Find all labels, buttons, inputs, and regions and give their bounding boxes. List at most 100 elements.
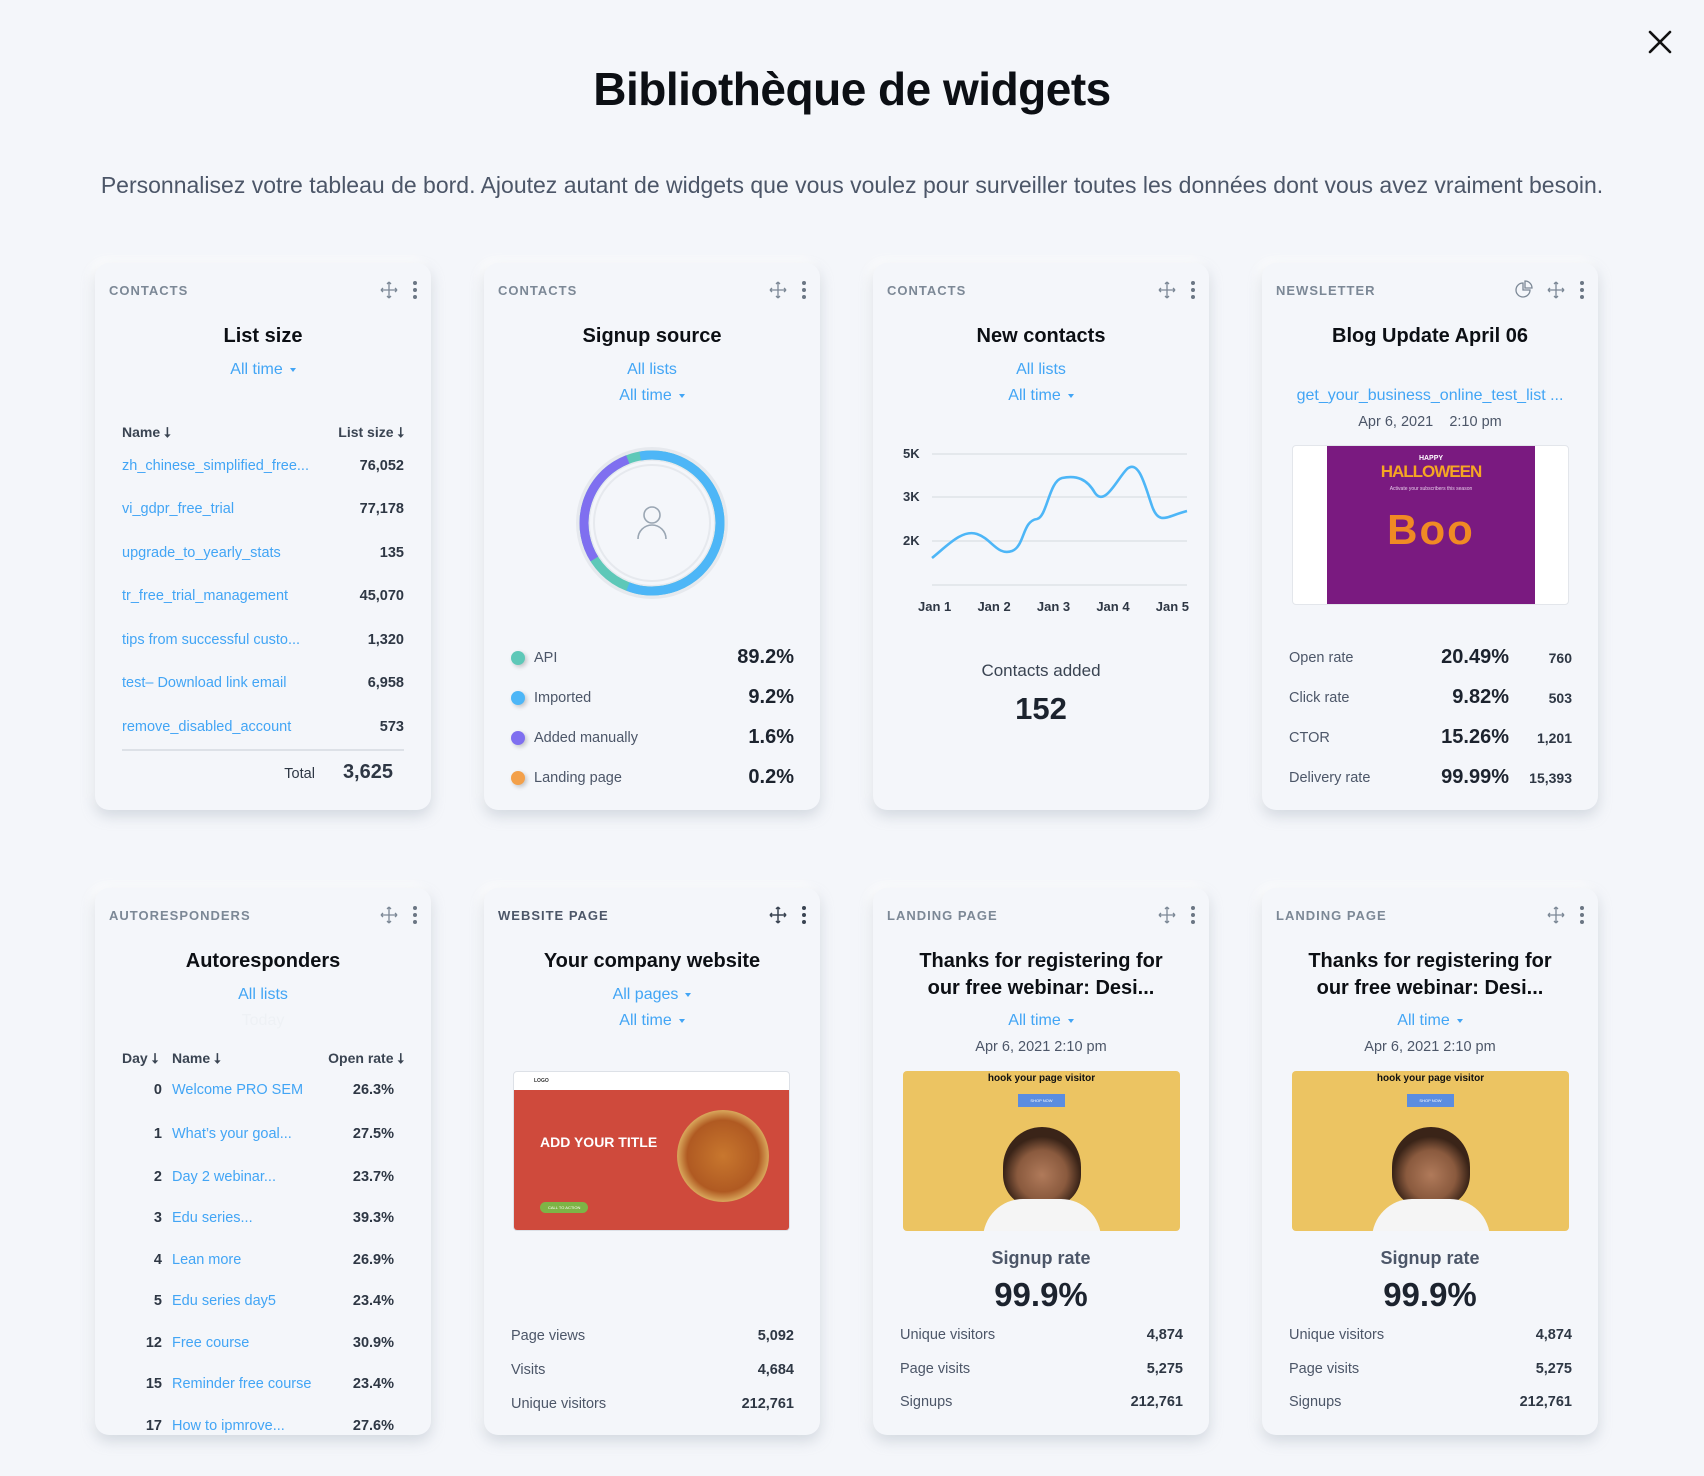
table-row[interactable]: zh_chinese_simplified_free... 76,052 [122, 458, 404, 474]
move-icon[interactable] [768, 904, 788, 926]
table-row[interactable]: tr_free_trial_management 45,070 [122, 588, 404, 604]
send-date: Apr 6, 2021 [1358, 414, 1434, 430]
table-row[interactable]: remove_disabled_account 573 [122, 719, 404, 735]
time-filter-dropdown[interactable]: All time [1397, 1012, 1463, 1029]
stat-page-views: Page views 5,092 [511, 1328, 794, 1344]
signup-rate-value: 99.9% [994, 1276, 1088, 1313]
widget-title: List size [223, 325, 303, 347]
stat-visits: Visits 4,684 [511, 1362, 794, 1378]
user-icon [637, 506, 667, 540]
widget-category: LANDING PAGE [1276, 908, 1387, 923]
legend-item-landing-page: Landing page 0.2% [511, 766, 794, 789]
table-row[interactable]: 2 Day 2 webinar... 23.7% [153, 1169, 394, 1185]
column-header-open-rate[interactable]: Open rate ⭣ [328, 1050, 404, 1066]
stat-open-rate: Open rate 20.49% 760 [1289, 646, 1572, 668]
widget-website[interactable]: WEBSITE PAGE Your company website All pa… [484, 888, 820, 1435]
signup-rate-label: Signup rate [991, 1248, 1091, 1268]
more-options-icon[interactable] [800, 279, 808, 301]
stat-unique-visitors: Unique visitors 4,874 [1289, 1327, 1572, 1343]
widget-grid: CONTACTS List size All time Name ⭣ List … [95, 263, 1598, 1435]
table-row[interactable]: upgrade_to_yearly_stats 135 [122, 545, 404, 561]
signup-source-donut-chart [576, 447, 728, 599]
column-header-day[interactable]: Day ⭣ [122, 1050, 159, 1066]
widget-title: Thanks for registering for our free webin… [1308, 950, 1552, 999]
chevron-down-icon [1067, 1018, 1074, 1023]
send-time: 2:10 pm [1449, 414, 1502, 430]
list-filter-link[interactable]: All lists [1016, 361, 1066, 378]
table-row[interactable]: test– Download link email 6,958 [122, 675, 404, 691]
widget-title: Thanks for registering for our free webin… [919, 950, 1163, 999]
stat-delivery-rate: Delivery rate 99.99% 15,393 [1289, 766, 1572, 788]
time-filter-dropdown[interactable]: All time [1008, 1012, 1074, 1029]
move-icon[interactable] [1546, 279, 1566, 301]
widget-category: AUTORESPONDERS [109, 908, 251, 923]
move-icon[interactable] [768, 279, 788, 301]
landing-page-preview[interactable]: hook your page visitor SHOP NOW [1292, 1071, 1569, 1231]
move-icon[interactable] [1157, 279, 1177, 301]
newsletter-preview[interactable]: HAPPY HALLOWEEN Activate your subscriber… [1292, 445, 1569, 605]
widget-category: LANDING PAGE [887, 908, 998, 923]
close-icon[interactable] [1646, 28, 1674, 56]
more-options-icon[interactable] [411, 279, 419, 301]
time-filter-dropdown[interactable]: All time [1008, 387, 1074, 404]
list-filter-link[interactable]: All lists [627, 361, 677, 378]
website-preview[interactable]: LOGO ADD YOUR TITLE CALL TO ACTION [513, 1071, 790, 1231]
pie-chart-icon[interactable] [1514, 279, 1534, 301]
more-options-icon[interactable] [800, 904, 808, 926]
widget-category: WEBSITE PAGE [498, 908, 609, 923]
chevron-down-icon [1067, 393, 1074, 398]
table-row[interactable]: 1 What’s your goal... 27.5% [153, 1126, 394, 1142]
widget-newsletter[interactable]: NEWSLETTER Blog Update April 06 get_your… [1262, 263, 1598, 810]
time-filter-dropdown[interactable]: All time [230, 361, 296, 378]
widget-title: Blog Update April 06 [1332, 325, 1528, 347]
legend-item-added-manually: Added manually 1.6% [511, 726, 794, 749]
widget-title: New contacts [976, 325, 1106, 347]
table-row[interactable]: 3 Edu series... 39.3% [153, 1210, 394, 1226]
more-options-icon[interactable] [411, 904, 419, 926]
chevron-down-icon [678, 1018, 685, 1023]
move-icon[interactable] [1157, 904, 1177, 926]
table-row[interactable]: 12 Free course 30.9% [145, 1335, 394, 1351]
column-header-name[interactable]: Name ⭣ [172, 1050, 221, 1066]
more-options-icon[interactable] [1578, 279, 1586, 301]
chevron-down-icon [685, 992, 692, 997]
list-link[interactable]: get_your_business_online_test_list ... [1296, 387, 1564, 404]
table-row[interactable]: 5 Edu series day5 23.4% [153, 1293, 394, 1309]
contacts-added-label: Contacts added [981, 661, 1101, 680]
page-filter-dropdown[interactable]: All pages [613, 986, 692, 1003]
widget-landing-page-1[interactable]: LANDING PAGE Thanks for registering for o… [873, 888, 1209, 1435]
list-filter-link[interactable]: All lists [238, 986, 288, 1003]
time-filter-dropdown[interactable]: All time [619, 387, 685, 404]
column-header-list-size[interactable]: List size ⭣ [338, 424, 404, 440]
table-row[interactable]: 17 How to ipmrove... 27.6% [145, 1418, 394, 1434]
column-header-name[interactable]: Name ⭣ [122, 424, 171, 440]
signup-rate-label: Signup rate [1380, 1248, 1480, 1268]
signup-rate-value: 99.9% [1383, 1276, 1477, 1313]
table-row[interactable]: 4 Lean more 26.9% [153, 1252, 394, 1268]
table-row[interactable]: vi_gdpr_free_trial 77,178 [122, 501, 404, 517]
widget-autoresponders[interactable]: AUTORESPONDERS Autoresponders All lists … [95, 888, 431, 1435]
table-row[interactable]: tips from successful custo... 1,320 [122, 632, 404, 648]
move-icon[interactable] [1546, 904, 1566, 926]
more-options-icon[interactable] [1578, 904, 1586, 926]
page-title: Bibliothèque de widgets [593, 63, 1111, 115]
page-subtitle: Personnalisez votre tableau de bord. Ajo… [100, 172, 1604, 198]
chevron-down-icon [289, 367, 296, 372]
stat-click-rate: Click rate 9.82% 503 [1289, 686, 1572, 708]
widget-list-size[interactable]: CONTACTS List size All time Name ⭣ List … [95, 263, 431, 810]
time-filter-dropdown[interactable]: All time [619, 1012, 685, 1029]
chevron-down-icon [678, 393, 685, 398]
move-icon[interactable] [379, 279, 399, 301]
publish-date: Apr 6, 2021 2:10 pm [1364, 1039, 1496, 1055]
widget-landing-page-2[interactable]: LANDING PAGE Thanks for registering for o… [1262, 888, 1598, 1435]
widget-signup-source[interactable]: CONTACTS Signup source All lists All tim… [484, 263, 820, 810]
widget-title: Your company website [543, 950, 761, 972]
table-row[interactable]: 15 Reminder free course 23.4% [145, 1376, 394, 1392]
widget-new-contacts[interactable]: CONTACTS New contacts All lists All time… [873, 263, 1209, 810]
more-options-icon[interactable] [1189, 279, 1197, 301]
table-row[interactable]: 0 Welcome PRO SEM 26.3% [153, 1082, 394, 1098]
more-options-icon[interactable] [1189, 904, 1197, 926]
landing-page-preview[interactable]: hook your page visitor SHOP NOW [903, 1071, 1180, 1231]
move-icon[interactable] [379, 904, 399, 926]
total-value: 3,625 [342, 761, 393, 783]
